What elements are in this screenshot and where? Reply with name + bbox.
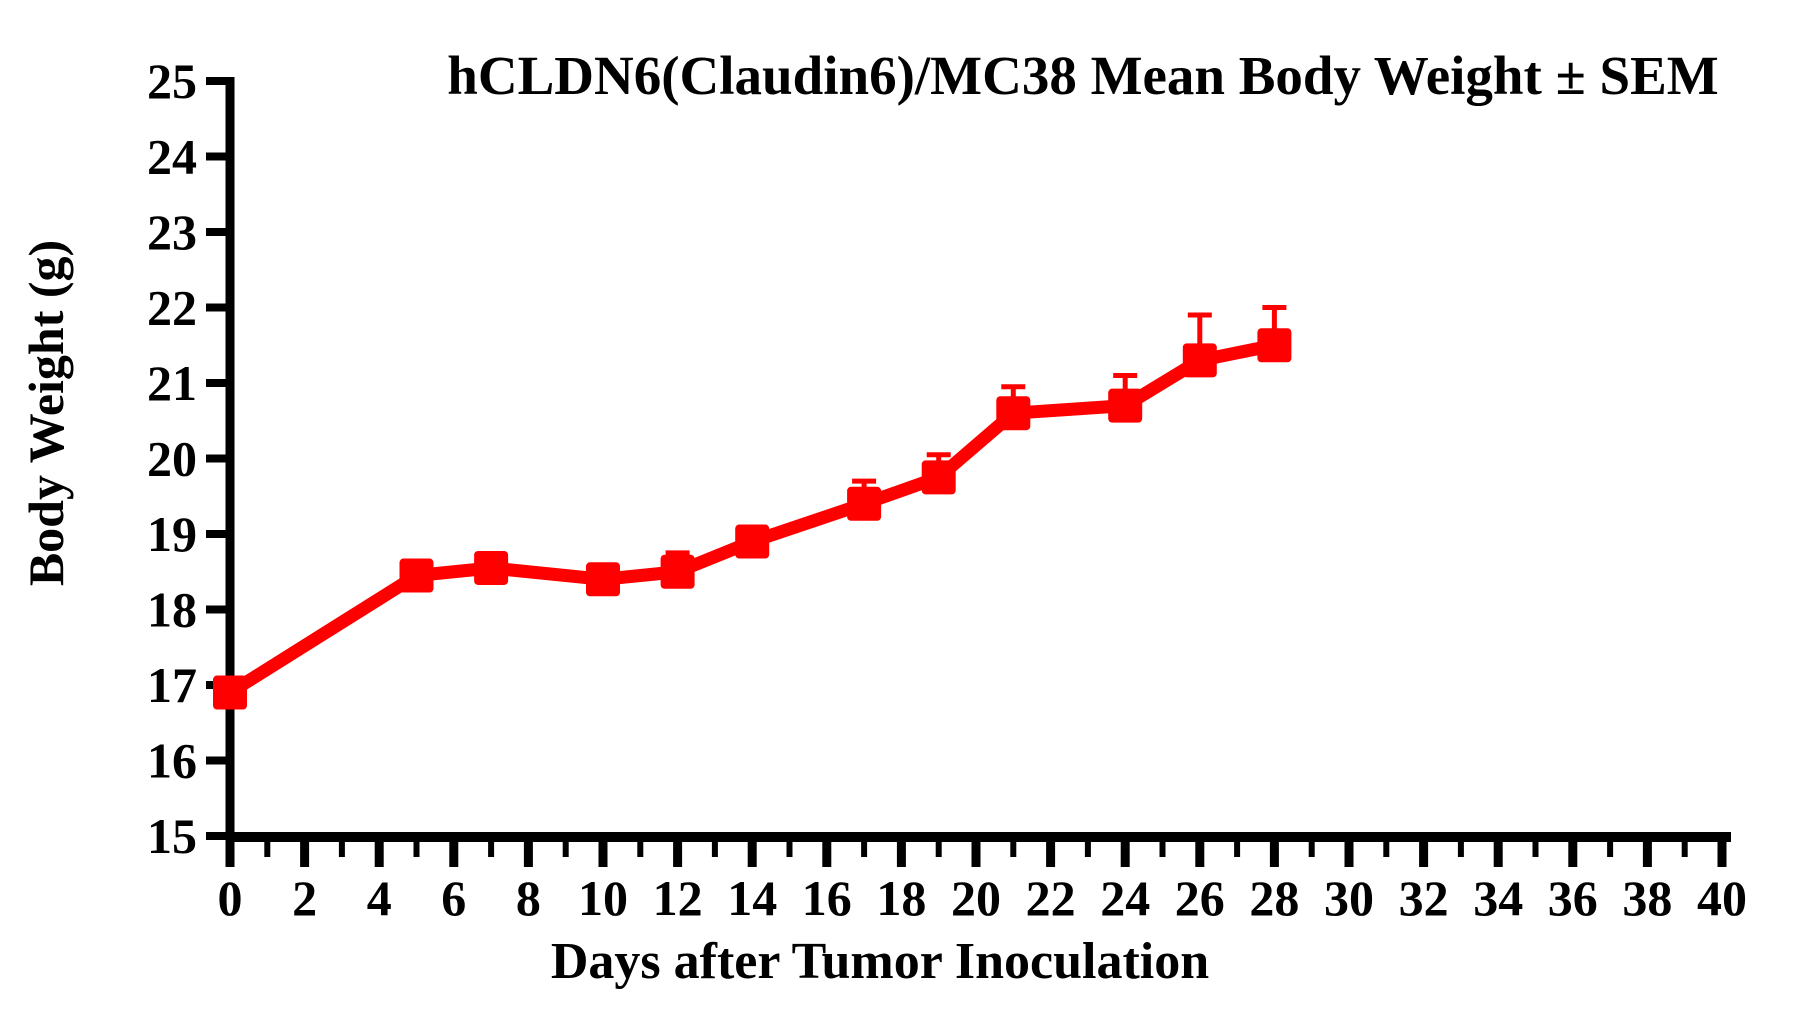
x-tick-label: 18 (876, 870, 926, 926)
y-tick-label: 16 (147, 733, 197, 789)
data-point-marker (1257, 328, 1292, 363)
x-tick-label: 34 (1473, 870, 1523, 926)
x-tick-label: 28 (1249, 870, 1299, 926)
x-tick-label: 4 (367, 870, 392, 926)
x-tick-label: 32 (1399, 870, 1449, 926)
x-tick-label: 0 (218, 870, 243, 926)
x-tick-label: 36 (1548, 870, 1598, 926)
data-point-marker (1182, 343, 1217, 378)
y-tick-label: 15 (147, 808, 197, 864)
y-tick-label: 22 (147, 280, 197, 336)
x-tick-label: 14 (727, 870, 777, 926)
y-tick-label: 18 (147, 582, 197, 638)
data-point-marker (586, 562, 620, 597)
y-tick-label: 19 (147, 506, 197, 562)
data-point-marker (399, 558, 434, 593)
series-markers (213, 328, 1292, 710)
x-tick-label: 6 (441, 870, 466, 926)
y-tick-label: 23 (147, 204, 197, 260)
x-tick-label: 20 (951, 870, 1001, 926)
x-tick-label: 22 (1026, 870, 1076, 926)
data-point-marker (1108, 388, 1143, 423)
y-tick-label: 17 (147, 657, 197, 713)
x-tick-label: 26 (1175, 870, 1225, 926)
x-tick-label: 40 (1697, 870, 1747, 926)
data-point-marker (660, 554, 695, 589)
y-tick-label: 24 (147, 129, 197, 185)
data-point-marker (474, 550, 509, 585)
y-tick-label: 20 (147, 431, 197, 487)
x-axis-title: Days after Tumor Inoculation (550, 933, 1210, 990)
x-tick-label: 38 (1622, 870, 1672, 926)
chart-title: hCLDN6(Claudin6)/MC38 Mean Body Weight ±… (447, 45, 1719, 106)
data-point-marker (213, 675, 247, 710)
x-axis-ticks: 0 2 4 6 8 10 12 14 16 18 20 22 24 26 28 30 32 34 36 38 40 (218, 842, 1747, 926)
y-tick-label: 25 (147, 53, 197, 109)
x-tick-label: 8 (516, 870, 541, 926)
x-tick-label: 16 (802, 870, 852, 926)
x-tick-label: 24 (1100, 870, 1150, 926)
data-point-marker (735, 524, 770, 559)
x-tick-label: 10 (578, 870, 628, 926)
y-tick-label: 21 (147, 355, 197, 411)
data-point-marker (921, 460, 956, 495)
data-point-marker (996, 396, 1031, 431)
axes (225, 77, 1731, 842)
y-axis-ticks: 15 16 17 18 19 20 21 22 23 24 25 (147, 53, 227, 864)
x-tick-label: 2 (292, 870, 317, 926)
x-tick-label: 30 (1324, 870, 1374, 926)
x-tick-label: 12 (653, 870, 703, 926)
data-point-marker (847, 486, 882, 521)
